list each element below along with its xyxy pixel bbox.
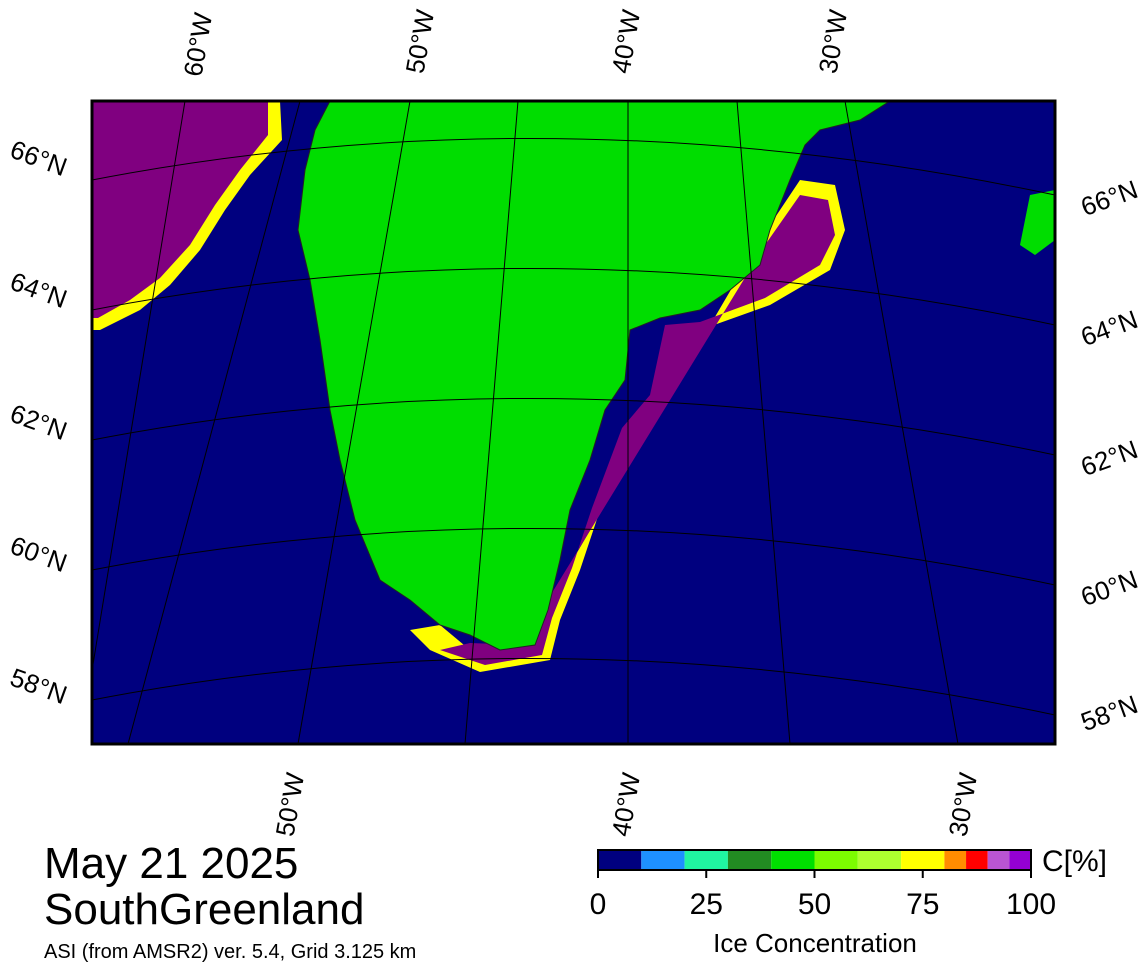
meridian <box>844 101 959 744</box>
colorbar-tick-label: 50 <box>798 888 831 921</box>
colorbar: 0 25 50 75 100 <box>590 849 1056 921</box>
colorbar-label: Ice Concentration <box>713 928 917 958</box>
colorbar-segment <box>814 850 858 870</box>
graticule <box>92 101 1055 744</box>
colorbar-segment <box>641 850 685 870</box>
graticule-label: 40°W <box>606 770 647 839</box>
graticule-label: 58°N <box>6 662 71 710</box>
parallel <box>92 137 1055 196</box>
graticule-label: 66°N <box>1077 174 1142 222</box>
graticule-label: 60°N <box>1077 564 1142 612</box>
graticule-label: 64°N <box>6 266 71 314</box>
colorbar-segment <box>598 850 642 870</box>
colorbar-segment <box>684 850 728 870</box>
graticule-label: 60°W <box>178 10 219 79</box>
graticule-label: 64°N <box>1077 304 1142 352</box>
east-land <box>1020 190 1055 255</box>
map <box>92 101 1055 744</box>
east-ice <box>440 195 835 665</box>
colorbar-segment <box>771 850 815 870</box>
graticule-label: 60°N <box>6 530 71 578</box>
meridian <box>464 101 519 744</box>
colorbar-tick-label: 25 <box>690 888 723 921</box>
graticule-label: 50°W <box>270 770 311 839</box>
colorbar-tick-label: 75 <box>906 888 939 921</box>
colorbar-segment <box>966 850 988 870</box>
meridian <box>736 101 791 744</box>
meridian <box>297 101 411 744</box>
graticule-label: 58°N <box>1077 689 1142 737</box>
parallel <box>92 657 1055 716</box>
colorbar-segment <box>987 850 1010 870</box>
meridian <box>92 101 186 674</box>
graticule-label: 30°W <box>813 7 854 76</box>
parallel <box>92 397 1055 456</box>
parallel <box>92 267 1055 326</box>
colorbar-tick-label: 100 <box>1006 888 1056 921</box>
colorbar-unit: C[%] <box>1042 845 1107 878</box>
region-title: SouthGreenland <box>44 885 364 934</box>
graticule-label: 62°N <box>6 398 71 446</box>
colorbar-segment <box>857 850 902 870</box>
colorbar-segment <box>944 850 967 870</box>
date-title: May 21 2025 <box>44 839 298 888</box>
colorbar-segment <box>901 850 945 870</box>
colorbar-segment <box>727 850 772 870</box>
land <box>297 101 891 651</box>
graticule-label: 66°N <box>6 134 71 182</box>
map-frame <box>90 99 1057 746</box>
colorbar-tick-label: 0 <box>590 888 607 921</box>
labrador-ice <box>92 101 268 318</box>
graticule-label: 30°W <box>943 770 984 839</box>
graticule-label: 62°N <box>1077 434 1142 482</box>
graticule-label: 40°W <box>606 7 647 76</box>
parallel <box>92 527 1055 586</box>
note: ASI (from AMSR2) ver. 5.4, Grid 3.125 km <box>44 941 416 963</box>
meridian <box>127 101 301 744</box>
graticule-label: 50°W <box>400 7 441 76</box>
colorbar-segment <box>1009 850 1031 870</box>
